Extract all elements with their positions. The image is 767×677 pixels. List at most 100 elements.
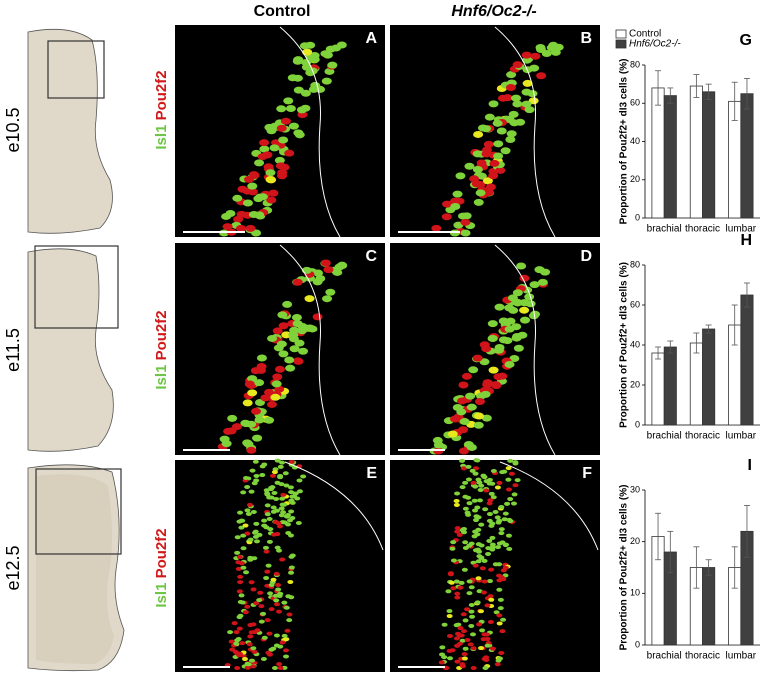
cell — [506, 130, 517, 138]
cell — [281, 331, 292, 339]
cell — [276, 340, 287, 348]
cell — [510, 501, 517, 506]
cell — [252, 530, 259, 535]
cell — [505, 477, 512, 482]
cell — [481, 558, 488, 563]
cell — [271, 470, 278, 475]
x-tick-label: lumbar — [726, 431, 757, 442]
cell — [488, 366, 499, 374]
cell — [244, 665, 251, 670]
cell — [474, 600, 481, 605]
cell — [289, 345, 300, 353]
cell — [265, 169, 276, 177]
bar — [689, 342, 703, 426]
cell — [250, 664, 257, 669]
boundary-curve — [494, 244, 556, 456]
cell — [234, 666, 241, 670]
cell — [240, 490, 247, 495]
cell — [446, 633, 453, 638]
cell — [259, 473, 266, 478]
cell — [275, 587, 282, 592]
cell — [279, 557, 286, 562]
cell — [489, 646, 496, 651]
bar — [689, 85, 703, 219]
cell — [244, 531, 251, 536]
cell — [231, 423, 242, 431]
cell — [279, 460, 286, 465]
cell — [473, 198, 484, 206]
cell — [468, 541, 475, 546]
cell — [272, 327, 283, 335]
cell — [475, 515, 482, 520]
x-tick-label: brachial — [647, 224, 682, 235]
cell — [506, 71, 517, 79]
cell — [461, 567, 468, 572]
cell — [494, 344, 505, 352]
cell — [287, 485, 294, 490]
cell — [512, 483, 519, 488]
cell — [302, 48, 313, 56]
cell — [481, 345, 492, 353]
cell — [505, 84, 516, 92]
cell — [470, 666, 477, 670]
cell — [509, 355, 520, 363]
cell — [516, 262, 527, 270]
cell — [462, 506, 469, 511]
cell — [450, 415, 461, 423]
cell — [283, 605, 290, 610]
cell — [483, 140, 494, 148]
cell — [270, 577, 277, 582]
cell — [465, 464, 472, 469]
cell — [279, 640, 286, 645]
cell — [288, 509, 295, 514]
cell — [284, 356, 295, 364]
cell — [479, 566, 486, 571]
cell — [284, 628, 291, 633]
cell — [466, 591, 473, 596]
cell — [276, 662, 283, 667]
cell — [507, 458, 514, 463]
cell — [261, 462, 268, 467]
cell — [472, 548, 479, 553]
cell — [450, 558, 457, 563]
cell — [483, 632, 490, 637]
cell — [458, 580, 465, 585]
cell — [484, 603, 491, 608]
cell — [511, 94, 522, 102]
cell — [234, 638, 241, 643]
cell — [480, 590, 487, 595]
cell — [257, 193, 268, 201]
cell — [529, 281, 540, 289]
cell — [250, 646, 257, 651]
cell — [264, 512, 271, 517]
cell — [266, 539, 273, 544]
cell — [509, 119, 520, 127]
cell — [461, 372, 472, 380]
cell — [469, 468, 476, 473]
cell — [476, 554, 483, 559]
cell — [285, 104, 296, 112]
cell — [441, 213, 452, 221]
cell — [448, 580, 455, 585]
cell — [454, 491, 461, 496]
cell — [277, 475, 284, 480]
cell — [325, 288, 336, 296]
cell — [492, 509, 499, 514]
cell — [281, 520, 288, 525]
cell — [471, 498, 478, 503]
cell — [297, 327, 308, 335]
cell — [500, 617, 507, 622]
cell — [496, 578, 503, 583]
cell — [473, 466, 480, 471]
cell — [264, 618, 271, 623]
cell — [521, 100, 532, 108]
cell — [263, 388, 274, 396]
cell — [254, 399, 265, 407]
cell — [247, 623, 254, 628]
cell — [276, 524, 283, 529]
cell — [478, 646, 485, 651]
cell — [324, 67, 335, 75]
panel-letter: H — [740, 232, 752, 249]
cell — [247, 375, 258, 383]
cell — [241, 657, 248, 662]
